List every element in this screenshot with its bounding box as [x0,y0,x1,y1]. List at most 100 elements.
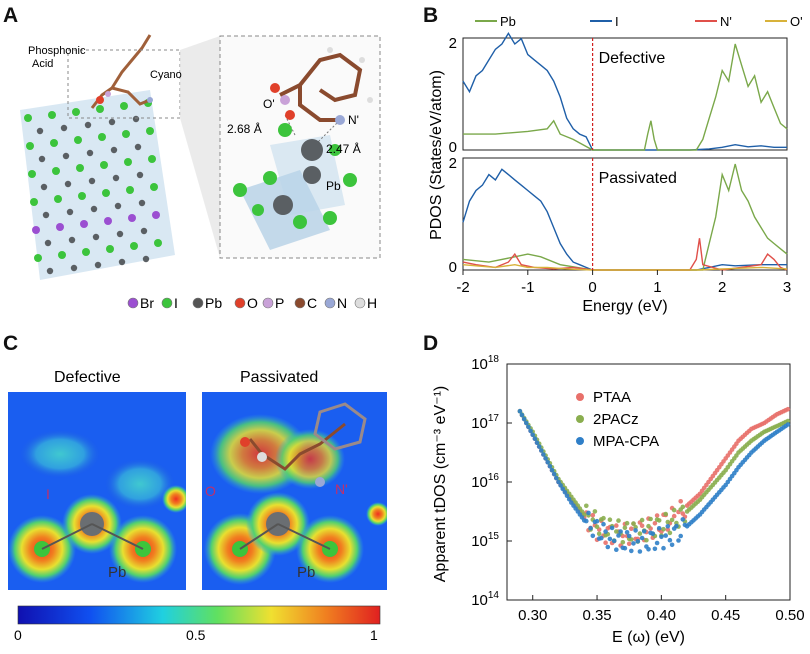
label-o-prime: O' [263,97,275,111]
label-defective-i: I [46,486,50,502]
tdos-point [609,525,615,531]
tdos-point [622,525,628,530]
slab-atom [24,114,32,122]
tdos-xtick-3: 0.45 [711,607,740,624]
slab-pb-atom [38,155,46,163]
tdos-point [667,537,673,543]
slab-atom [154,239,162,247]
slab-pb-atom [134,143,142,151]
tdos-xtick-0: 0.30 [518,607,547,624]
tdos-ytick-2: 1016 [471,472,499,491]
tdos-point [605,544,611,550]
slab-pb-atom [92,233,100,241]
slab-pb-atom [68,236,76,244]
tdos-point [584,518,589,524]
tdos-legend-label-1: 2PACz [593,411,639,428]
slab-atom [122,130,130,138]
slab-pb-atom [118,258,126,266]
slab-atom [28,170,36,178]
label-phosphonic: Phosphonic [28,45,86,57]
title-defective: Defective [54,369,121,386]
slab-atom [104,217,112,225]
legend-pb-label: Pb [205,295,222,311]
tdos-point [551,471,557,477]
tdos-point [629,537,634,542]
slab-pb-atom [140,227,148,235]
tdos-point [667,530,673,536]
map-passivated [202,392,387,590]
tdos-point [620,540,626,545]
label-passivated-o: O [205,483,216,499]
tdos-point [648,516,653,522]
tdos-xtick-4: 0.50 [775,607,804,624]
slab-pb-atom [110,146,118,154]
title-passivated: Passivated [240,369,318,386]
tdos-frame [506,363,791,601]
slab-atom [80,220,88,228]
tdos-point [541,452,546,457]
slab-pb-atom [116,230,124,238]
tdos-point [644,537,649,543]
panel-letter-b: B [423,4,439,27]
zoomed-structure [233,47,373,250]
slab-pb-atom [138,199,146,207]
tdos-point [592,509,598,514]
slab-pb-atom [94,261,102,269]
tdos-point [560,486,565,492]
tdos-point [785,422,791,427]
tdos-point [556,479,561,485]
pdos-line-passivated-pb [462,163,788,271]
tdos-point [676,538,681,543]
panel-letter-a: A [3,4,19,27]
tdos-point [519,412,525,418]
slab-pb-atom [44,239,52,247]
tdos-legend-marker-2 [576,437,584,445]
legend-n-label: N [337,295,347,311]
slab-pb-atom [136,171,144,179]
pdos-xtick-4: 2 [718,279,726,296]
pdos-xtick-0: -2 [456,279,469,296]
pdos-subplot-title-1: Passivated [599,170,677,187]
tdos-point [661,526,666,532]
slab-pb-atom [86,149,94,157]
slab-atom [130,242,138,250]
tdos-point [539,448,544,453]
label-bond-2: 2.47 Å [326,141,361,156]
slab-atom [52,167,60,175]
tdos-point [618,529,623,534]
tdos-point [674,523,679,529]
tdos-point [594,524,600,529]
slab-atom [54,195,62,203]
tdos-point [626,533,632,539]
tdos-point [528,428,533,434]
tdos-point [584,503,589,509]
map-defective [8,392,186,590]
slab-atom [76,164,84,172]
slab-atom [98,133,106,141]
tdos-point [629,548,634,554]
legend-o-marker [234,297,246,309]
tdos-xtick-2: 0.40 [647,607,676,624]
slab-atom [34,254,42,262]
tdos-point [669,542,675,548]
tdos-point [558,483,563,488]
slab-atom [150,183,158,191]
tdos-point [601,515,606,521]
legend-c-label: C [307,295,317,311]
tdos-point [601,521,606,527]
slab-atom [32,226,40,234]
tdos-point [594,518,600,524]
slab-pb-atom [40,183,48,191]
tdos-point [665,527,671,532]
tdos-point [678,533,683,539]
slab-pb-atom [112,174,120,182]
tdos-point [626,541,632,547]
label-passivated-n: N' [335,481,348,497]
slab-atom [56,223,64,231]
tdos-point [596,531,602,537]
tdos-point [629,526,634,531]
panel-letter-d: D [423,332,439,355]
slab-atom [102,189,110,197]
label-pb: Pb [326,179,341,193]
